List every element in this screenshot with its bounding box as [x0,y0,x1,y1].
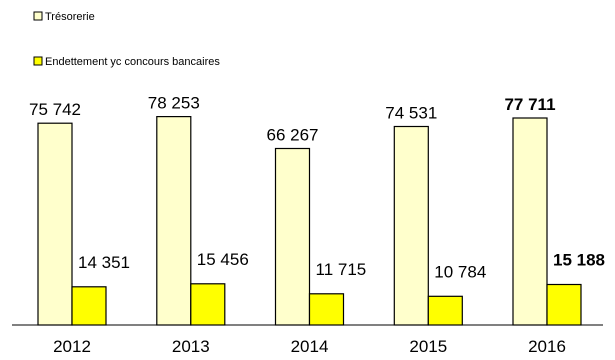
bar-tresorerie-2012 [37,122,73,326]
data-label-tresorerie-2013: 78 253 [148,94,200,113]
bar-endettement-2013 [190,283,226,326]
data-label-endettement-2013: 15 456 [197,250,249,269]
data-label-tresorerie-2012: 75 742 [29,100,81,119]
x-tick-label-2016: 2016 [528,337,566,356]
x-tick-label-2014: 2014 [291,337,329,356]
legend-label-endettement: Endettement yc concours bancaires [45,56,220,68]
data-label-endettement-2016: 15 188 [553,251,605,270]
legend-swatch-tresorerie [33,11,43,21]
legend-entry-tresorerie: Trésorerie [33,11,95,23]
bar-endettement-2012 [71,286,107,326]
bar-endettement-2014 [308,293,345,326]
plot-area: 75 742 14 351 2012 78 253 15 456 2013 66 267 11… [29,94,605,356]
bar-tresorerie-2015 [393,125,429,326]
bar-endettement-2016 [546,283,582,326]
bar-tresorerie-2014 [274,147,311,326]
bar-tresorerie-2016 [512,117,548,326]
legend-swatch-endettement [33,56,43,66]
data-label-tresorerie-2015: 74 531 [385,104,437,123]
bar-tresorerie-2013 [156,115,192,326]
data-label-endettement-2014: 11 715 [316,260,367,279]
x-tick-label-2013: 2013 [172,337,210,356]
data-label-tresorerie-2016: 77 711 [504,95,555,114]
x-tick-label-2012: 2012 [53,337,91,356]
bar-endettement-2015 [427,295,463,326]
legend-label-tresorerie: Trésorerie [45,11,95,23]
legend-entry-endettement: Endettement yc concours bancaires [33,56,220,68]
data-label-tresorerie-2014: 66 267 [267,126,319,145]
x-tick-label-2015: 2015 [409,337,447,356]
legend: Trésorerie Endettement yc concours banca… [33,11,220,68]
data-label-endettement-2012: 14 351 [78,253,130,272]
data-label-endettement-2015: 10 784 [434,262,486,281]
